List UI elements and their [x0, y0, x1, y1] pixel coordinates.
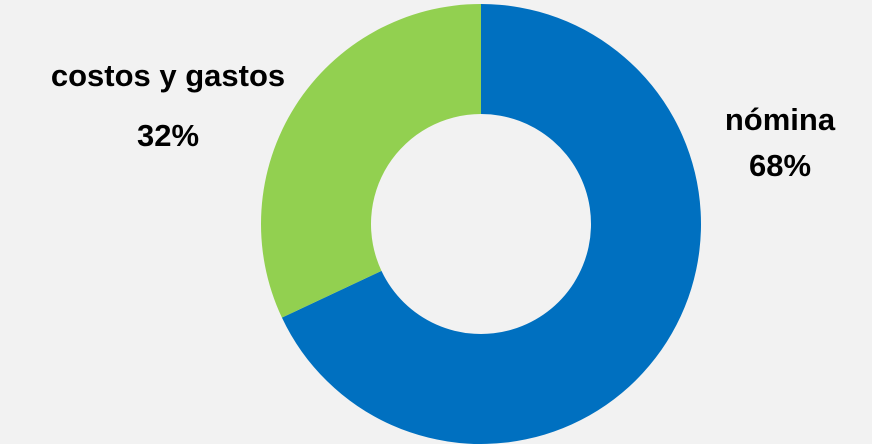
donut-slice-1	[261, 4, 481, 318]
slice-label-nomina-name: nómina	[725, 102, 836, 137]
donut-slices	[261, 4, 701, 444]
slice-label-nomina: nómina 68%	[725, 102, 836, 183]
slice-label-costos-y-gastos: costos y gastos 32%	[51, 58, 285, 153]
slice-label-costos-value: 32%	[137, 118, 199, 153]
slice-label-nomina-value: 68%	[749, 148, 811, 183]
donut-slice-0	[281, 4, 701, 444]
slice-label-costos-name: costos y gastos	[51, 58, 285, 93]
